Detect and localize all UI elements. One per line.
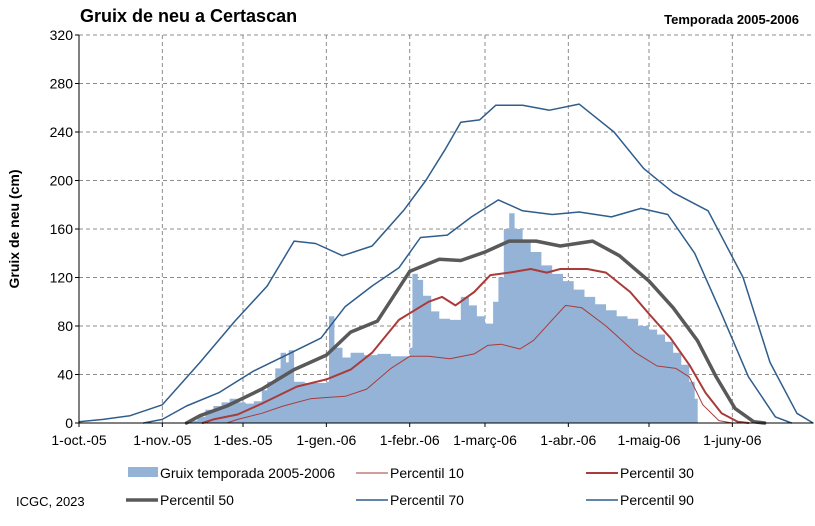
y-tick-label: 0 [65, 415, 73, 431]
legend-label: Percentil 50 [160, 492, 234, 508]
credit-text: ICGC, 2023 [16, 494, 85, 509]
x-tick-label: 1-des.-05 [213, 432, 272, 448]
x-tick-label: 1-gen.-06 [296, 432, 356, 448]
y-tick-label: 160 [50, 221, 74, 237]
chart-title: Gruix de neu a Certascan [80, 6, 298, 26]
y-tick-label: 200 [50, 173, 74, 189]
y-tick-label: 40 [57, 367, 73, 383]
chart-subtitle: Temporada 2005-2006 [664, 12, 799, 27]
series-line-percentil-30 [201, 268, 750, 424]
series-line-percentil-10 [226, 304, 733, 424]
x-tick-label: 1-febr.-06 [380, 432, 440, 448]
legend-label: Percentil 10 [390, 465, 464, 481]
x-tick-label: 1-juny-06 [703, 432, 762, 448]
x-tick-label: 1-març-06 [453, 432, 517, 448]
y-tick-label: 320 [50, 27, 74, 43]
legend-label: Percentil 30 [620, 465, 694, 481]
x-tick-label: 1-maig-06 [617, 432, 680, 448]
y-axis-label: Gruix de neu (cm) [6, 169, 22, 288]
legend-label: Percentil 70 [390, 492, 464, 508]
series-line-percentil-70 [142, 199, 793, 424]
snow-depth-bars [189, 213, 698, 423]
series-line-percentil-90 [78, 103, 814, 424]
y-tick-label: 120 [50, 270, 74, 286]
legend-swatch-bars [128, 467, 158, 477]
y-tick-label: 240 [50, 124, 74, 140]
legend-label: Percentil 90 [620, 492, 694, 508]
x-tick-label: 1-oct.-05 [51, 432, 106, 448]
y-tick-label: 280 [50, 76, 74, 92]
x-tick-label: 1-abr.-06 [540, 432, 596, 448]
x-tick-label: 1-nov.-05 [133, 432, 191, 448]
legend-label: Gruix temporada 2005-2006 [160, 465, 335, 481]
series-line-percentil-50 [184, 239, 767, 425]
y-tick-label: 80 [57, 318, 73, 334]
